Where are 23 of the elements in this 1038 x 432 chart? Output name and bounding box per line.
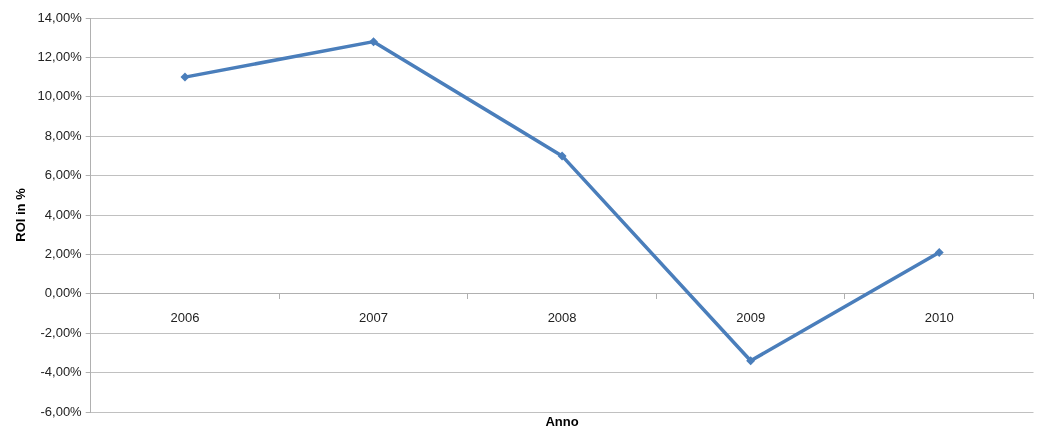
point	[934, 247, 944, 257]
y-tick-label: 2,00%	[44, 245, 83, 261]
x-tick-label: 2009	[736, 310, 766, 326]
x-tick-label: 2010	[924, 310, 954, 326]
y-tick-label: 6,00%	[44, 167, 83, 183]
point	[180, 72, 190, 82]
x-axis-title: Anno	[545, 414, 579, 430]
y-tick-label: 12,00%	[37, 48, 83, 64]
y-axis-title: ROI in %	[13, 187, 29, 242]
y-tick-label: 8,00%	[44, 127, 83, 143]
y-tick-label: 14,00%	[37, 9, 83, 25]
y-tick-label: 10,00%	[37, 88, 83, 104]
point	[369, 37, 379, 47]
y-tick-label: -2,00%	[40, 324, 83, 340]
point	[746, 356, 756, 366]
y-tick-label: -6,00%	[40, 403, 83, 419]
y-tick-label: -4,00%	[40, 364, 83, 380]
y-tick-label: 4,00%	[44, 206, 83, 222]
x-tick-label: 2006	[170, 310, 200, 326]
y-tick-label: 0,00%	[44, 285, 83, 301]
x-tick-label: 2008	[547, 310, 577, 326]
point	[557, 151, 567, 161]
x-tick-label: 2007	[359, 310, 388, 326]
